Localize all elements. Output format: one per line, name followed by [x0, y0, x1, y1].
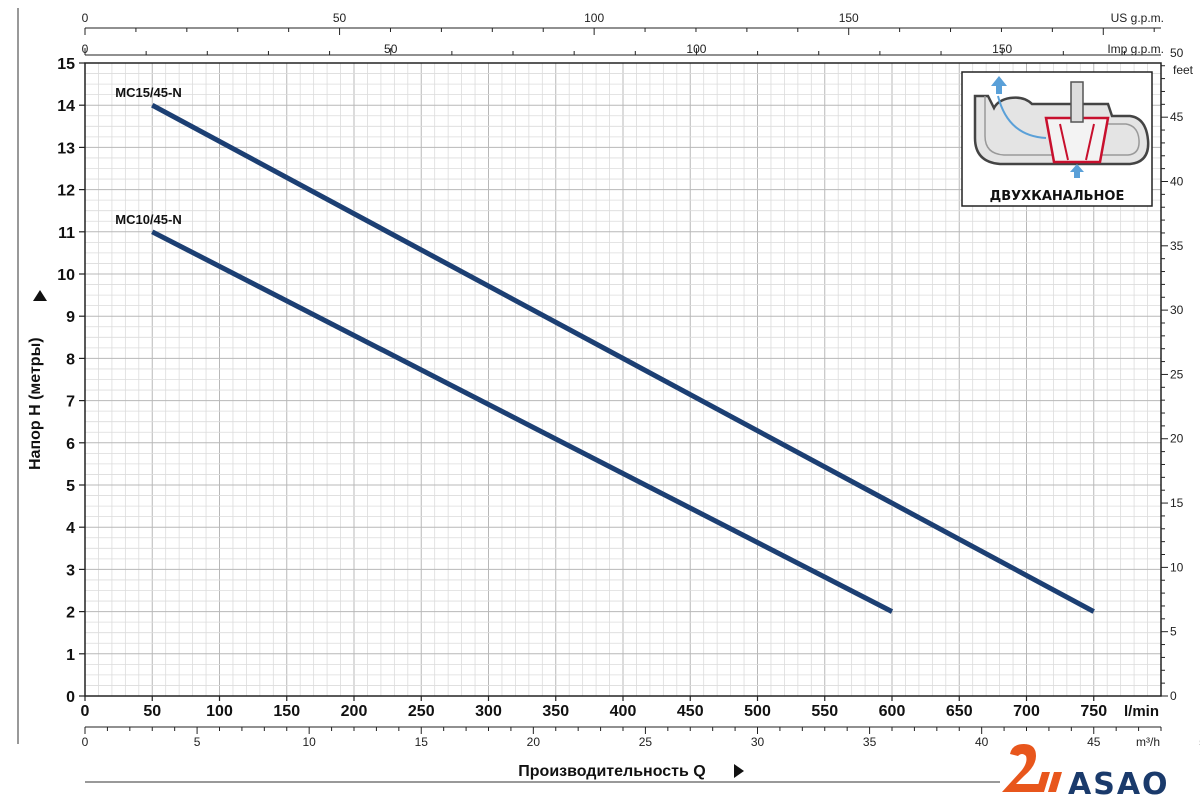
feet-tick-label: 35 [1170, 239, 1184, 253]
series: MC15/45-N MC10/45-N [115, 85, 1095, 614]
us-gpm-tick-label: 100 [584, 11, 604, 25]
x-tick-label: 50 [143, 703, 161, 720]
y-tick-label: 4 [66, 520, 75, 537]
y-axis-title: Напор H (метры) [27, 337, 44, 470]
feet-tick-label: 20 [1170, 432, 1184, 446]
x-tick-label: 350 [542, 703, 569, 720]
x-tick-label: 0 [81, 703, 90, 720]
x-tick-label: 450 [677, 703, 704, 720]
y-tick-label: 7 [66, 394, 75, 411]
y-tick-label: 1 [66, 647, 75, 664]
outlet-arrow-stem-icon [996, 86, 1002, 94]
m3h-tick-label: 20 [527, 735, 541, 749]
m3h-tick-label: 15 [415, 735, 429, 749]
feet-unit-label: feet [1173, 63, 1194, 77]
m3h-tick-label: 5 [194, 735, 201, 749]
inlet-arrow-icon [1070, 164, 1084, 172]
y-tick-label: 2 [66, 605, 75, 622]
feet-tick-label: 30 [1170, 303, 1184, 317]
feet-tick-label: 45 [1170, 110, 1184, 124]
x-axis-title: Производительность Q [518, 763, 705, 780]
feet-tick-label: 50 [1170, 46, 1184, 60]
outlet-arrow-icon [991, 76, 1007, 86]
us-gpm-tick-label: 150 [839, 11, 859, 25]
x-tick-label: 600 [879, 703, 906, 720]
x-tick-label: 250 [408, 703, 435, 720]
m3h-unit-label: m³/h [1136, 735, 1160, 749]
m3h-tick-label: 25 [639, 735, 653, 749]
x-tick-label: 400 [610, 703, 637, 720]
logo-mark-icon [1002, 744, 1040, 792]
x-tick-label: 200 [341, 703, 368, 720]
feet-tick-label: 10 [1170, 560, 1184, 574]
series-label-1: MC10/45-N [115, 212, 181, 227]
y-axis-arrow-icon [33, 290, 47, 301]
m3h-tick-label: 40 [975, 735, 989, 749]
m3h-tick-label: 45 [1087, 735, 1101, 749]
x-tick-label: 150 [273, 703, 300, 720]
imp-gpm-tick-label: 100 [686, 42, 706, 56]
m3h-tick-label: 10 [302, 735, 316, 749]
housing-inner-icon [984, 96, 1140, 156]
feet-tick-label: 25 [1170, 367, 1184, 381]
y-tick-label: 0 [66, 689, 75, 706]
m3h-tick-label: 30 [751, 735, 765, 749]
us-gpm-unit-label: US g.p.m. [1111, 11, 1164, 25]
x-tick-label: 700 [1013, 703, 1040, 720]
series-line-0 [151, 102, 1095, 614]
x-tick-label: 300 [475, 703, 502, 720]
us-gpm-tick-label: 0 [82, 11, 89, 25]
imp-gpm-tick-label: 50 [384, 42, 398, 56]
imp-gpm-tick-label: 0 [82, 42, 89, 56]
x-tick-label: 650 [946, 703, 973, 720]
feet-tick-label: 5 [1170, 625, 1177, 639]
y-tick-label: 5 [66, 478, 75, 495]
x-axis-arrow-icon [734, 764, 744, 778]
x-tick-label: 750 [1080, 703, 1107, 720]
x-tick-label: 550 [811, 703, 838, 720]
impeller-vanes-icon [1059, 123, 1095, 161]
y-tick-label: 11 [58, 225, 75, 242]
inlet-arrow-stem-icon [1074, 172, 1080, 178]
imp-gpm-tick-label: 150 [992, 42, 1012, 56]
y-tick-label: 8 [66, 351, 75, 368]
y-tick-label: 10 [57, 267, 75, 284]
series-line-1 [151, 229, 894, 614]
feet-tick-label: 15 [1170, 496, 1184, 510]
y-tick-label: 6 [66, 436, 75, 453]
imp-gpm-unit-label: Imp g.p.m. [1107, 42, 1164, 56]
y-tick-label: 3 [66, 562, 75, 579]
m3h-tick-label: 35 [863, 735, 877, 749]
asao-logo: ASAO [1002, 744, 1170, 799]
feet-tick-label: 40 [1170, 174, 1184, 188]
y-tick-label: 15 [57, 56, 75, 73]
logo-text: ASAO [1068, 767, 1170, 799]
m3h-tick-label: 0 [82, 735, 89, 749]
impeller-inset: ДВУХКАНАЛЬНОЕ [961, 71, 1153, 207]
y-tick-label: 12 [57, 183, 75, 200]
x-tick-label: 500 [744, 703, 771, 720]
x-tick-label: 100 [206, 703, 233, 720]
impeller-icon [1044, 116, 1110, 164]
feet-tick-label: 0 [1170, 689, 1177, 703]
logo-stripes-icon [1036, 772, 1062, 792]
y-tick-label: 14 [57, 98, 75, 115]
shaft-icon [1070, 81, 1084, 123]
x-unit-label: l/min [1124, 703, 1159, 720]
flow-arrow-icon [997, 95, 1047, 139]
y-tick-label: 9 [66, 309, 75, 326]
series-label-0: MC15/45-N [115, 85, 181, 100]
us-gpm-tick-label: 50 [333, 11, 347, 25]
y-tick-label: 13 [57, 140, 75, 157]
impeller-type-label: ДВУХКАНАЛЬНОЕ [990, 189, 1125, 204]
